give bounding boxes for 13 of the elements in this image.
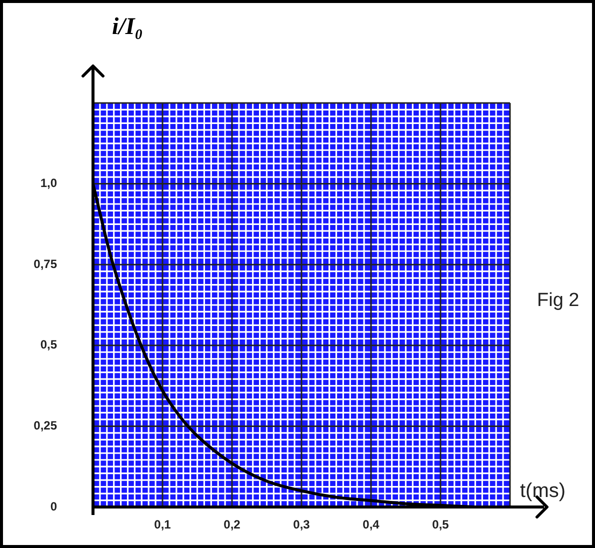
y-tick-label: 0,75 — [34, 256, 58, 271]
x-tick-label: 0,4 — [362, 518, 380, 532]
y-tick-label: 0 — [50, 499, 58, 514]
y-tick-label: 0,25 — [34, 418, 58, 433]
x-axis-title: t(ms) — [520, 480, 566, 503]
caption: Fig 2 — [537, 290, 580, 312]
y-tick-label: 0,5 — [40, 338, 58, 352]
x-tick-label: 0,5 — [432, 518, 450, 532]
x-tick-label: 0,2 — [224, 518, 241, 532]
x-tick-label: 0,1 — [154, 518, 172, 532]
y-axis-title: i/I₀ — [112, 14, 144, 41]
x-tick-label: 0,3 — [293, 518, 310, 532]
y-tick-label: 1,0 — [40, 176, 58, 190]
